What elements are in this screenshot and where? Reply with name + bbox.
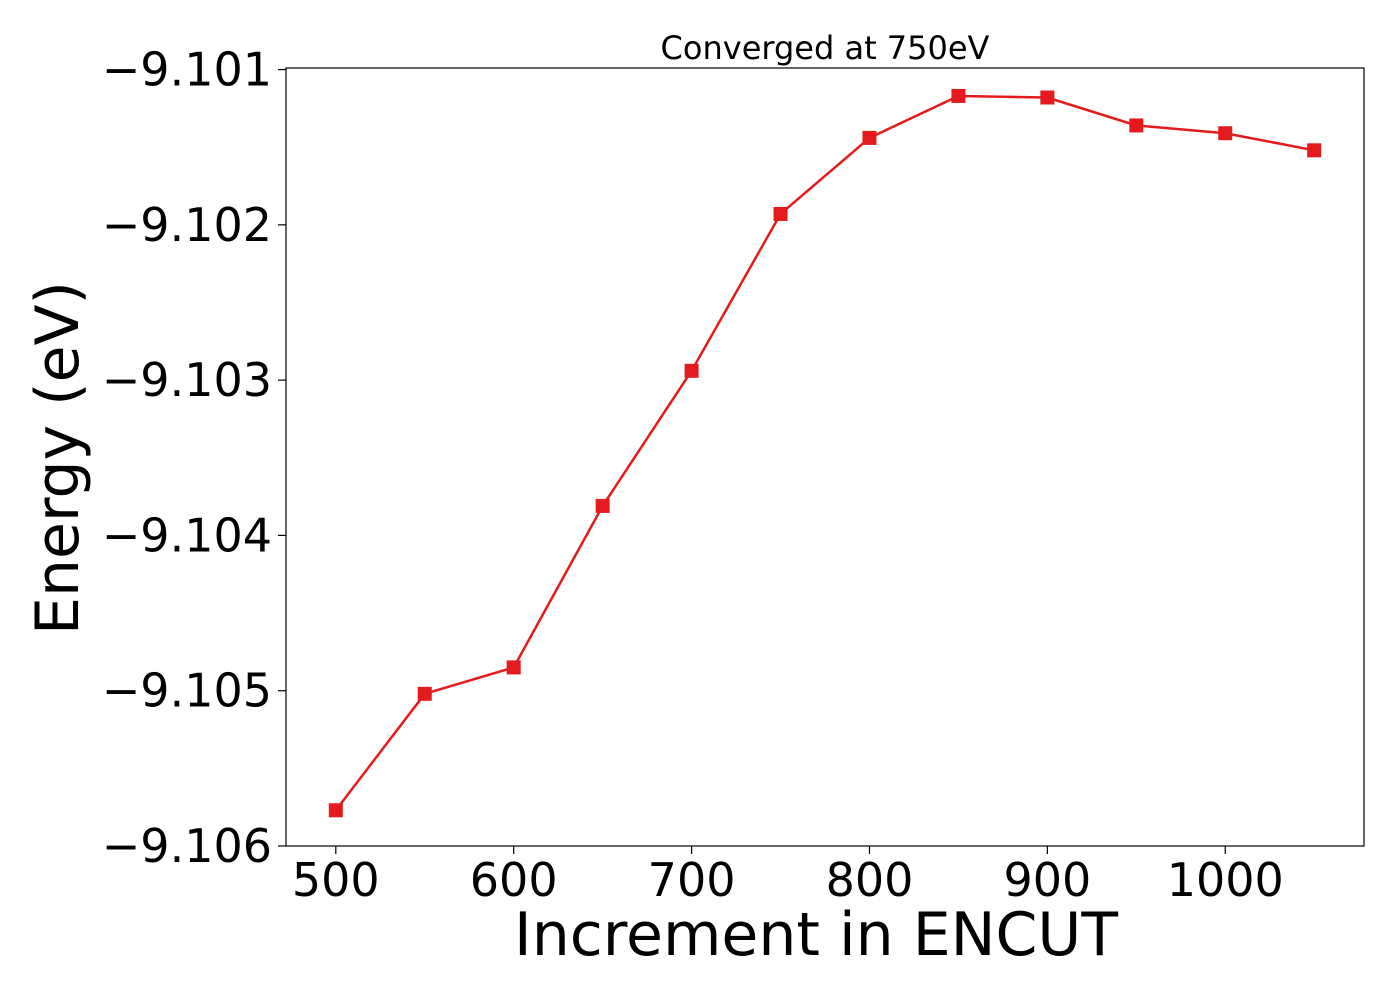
y-tick-label: −9.103 bbox=[102, 353, 272, 407]
x-tick-label: 800 bbox=[826, 853, 914, 907]
data-point bbox=[1218, 126, 1233, 141]
y-tick-label: −9.101 bbox=[102, 43, 272, 97]
data-point bbox=[328, 803, 343, 818]
data-point bbox=[951, 88, 966, 103]
x-tick-label: 500 bbox=[292, 853, 380, 907]
data-point bbox=[1307, 143, 1322, 158]
plot-area: 500 600 700 800 900 1000 −9.101 −9.102 −9.103 −9.… bbox=[102, 43, 1365, 907]
y-tick-label: −9.105 bbox=[102, 664, 272, 718]
x-tick-label: 700 bbox=[648, 853, 736, 907]
x-axis-title: Increment in ENCUT bbox=[514, 900, 1118, 970]
y-tick-label: −9.106 bbox=[102, 819, 272, 873]
data-point bbox=[773, 206, 788, 221]
data-point bbox=[417, 686, 432, 701]
data-point bbox=[506, 660, 521, 675]
x-tick-label: 600 bbox=[470, 853, 558, 907]
y-axis-title: Energy (eV) bbox=[23, 281, 93, 635]
data-point bbox=[1129, 118, 1144, 133]
plot-frame bbox=[285, 67, 1365, 847]
data-point bbox=[595, 498, 610, 513]
data-point bbox=[684, 363, 699, 378]
chart-title: Converged at 750eV bbox=[661, 29, 990, 67]
x-tick-label: 1000 bbox=[1167, 853, 1284, 907]
data-point bbox=[1040, 90, 1055, 105]
y-tick-label: −9.104 bbox=[102, 508, 272, 562]
x-tick-label: 900 bbox=[1003, 853, 1091, 907]
series-line bbox=[334, 94, 1315, 812]
data-point bbox=[862, 130, 877, 145]
y-tick-label: −9.102 bbox=[102, 198, 272, 252]
